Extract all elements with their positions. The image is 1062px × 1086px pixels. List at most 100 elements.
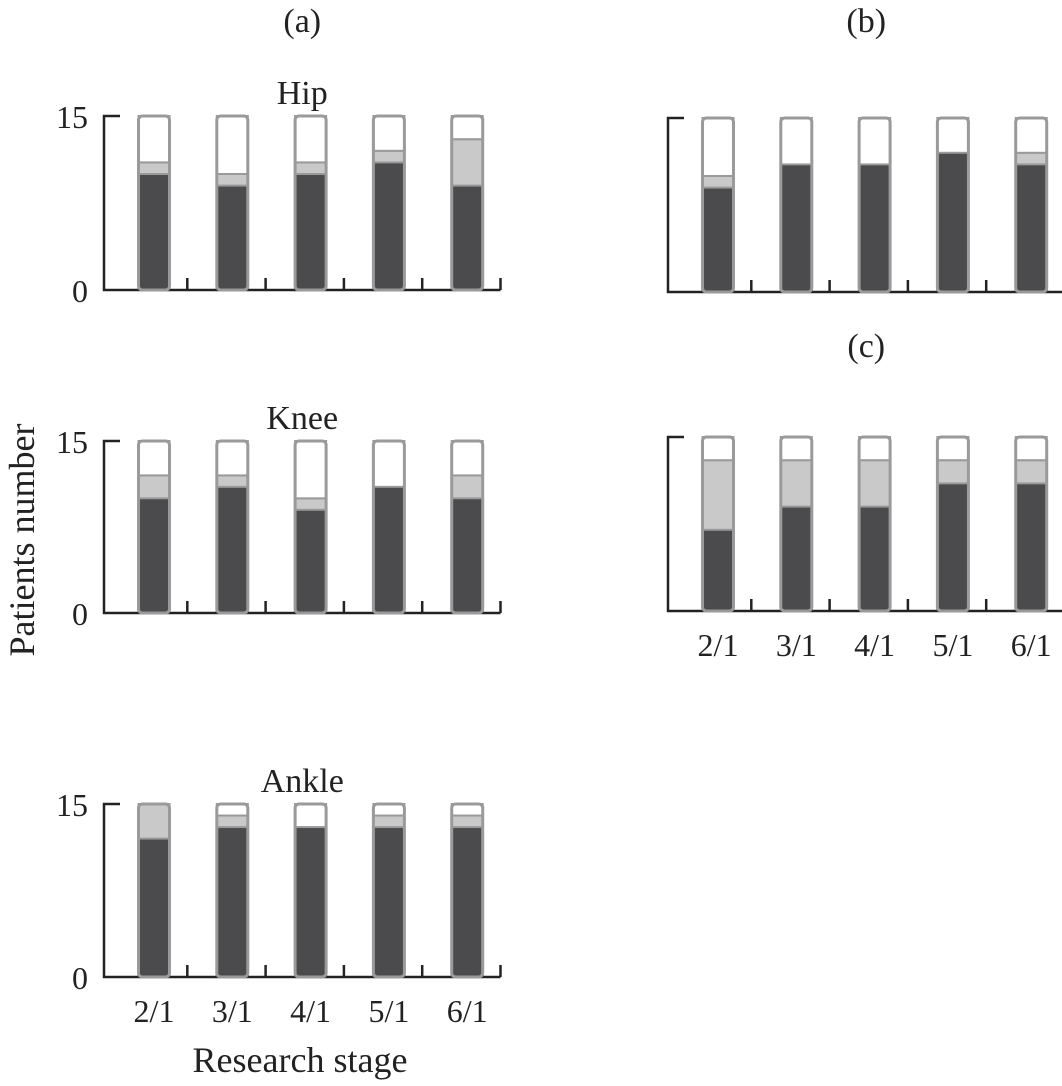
x-tick-label: 5/1 bbox=[932, 627, 973, 663]
bar-segment-dark bbox=[372, 485, 406, 614]
panel-label: (a) bbox=[283, 3, 321, 40]
bar-segment-white bbox=[858, 436, 892, 462]
bar-outline bbox=[293, 114, 328, 292]
bar-segment-dark bbox=[294, 173, 328, 291]
x-tick-label: 3/1 bbox=[212, 993, 253, 1029]
bar-segment-white bbox=[215, 115, 249, 175]
bar-segment-white bbox=[450, 115, 484, 141]
bar-outline bbox=[450, 802, 485, 979]
bar-outline bbox=[371, 802, 406, 979]
y-tick-label: 0 bbox=[72, 596, 88, 632]
bar-segment-white bbox=[1014, 436, 1048, 462]
bar-segment-gray bbox=[858, 459, 892, 508]
y-tick-label: 15 bbox=[56, 424, 88, 460]
bar-segment-dark bbox=[858, 163, 892, 293]
bar-outline bbox=[450, 439, 485, 615]
bar-segment-gray bbox=[215, 474, 249, 488]
bar-segment-dark bbox=[936, 151, 970, 293]
bar-segment-gray bbox=[701, 175, 735, 189]
bar-segment-white bbox=[858, 117, 892, 166]
y-tick-label: 0 bbox=[72, 273, 88, 309]
bar-segment-white bbox=[450, 803, 484, 817]
bar-segment-gray bbox=[215, 173, 249, 187]
bar-outline bbox=[935, 435, 970, 613]
bar-outline bbox=[1014, 435, 1049, 613]
bar-segment-white bbox=[779, 436, 813, 462]
bar-segment-gray bbox=[137, 161, 171, 175]
bar-outline bbox=[371, 114, 406, 292]
bar-segment-gray bbox=[450, 814, 484, 829]
bar-segment-white bbox=[372, 440, 406, 488]
bar-segment-dark bbox=[779, 163, 813, 293]
bar-segment-gray bbox=[137, 803, 171, 840]
bar-outline bbox=[215, 802, 250, 979]
bar-outline bbox=[215, 114, 250, 292]
bar-outline bbox=[293, 802, 328, 979]
bar-outline bbox=[137, 439, 171, 615]
x-tick-label: 4/1 bbox=[290, 993, 331, 1029]
bar-outline bbox=[701, 435, 735, 613]
bar-segment-white bbox=[779, 117, 813, 166]
bar-segment-white bbox=[294, 803, 328, 829]
bar-outline bbox=[450, 114, 485, 292]
bar-segment-white bbox=[372, 115, 406, 152]
panel-label: (c) bbox=[847, 328, 885, 365]
bar-segment-dark bbox=[215, 826, 249, 978]
x-tick-label: 2/1 bbox=[134, 993, 175, 1029]
bar-segment-white bbox=[294, 115, 328, 164]
bar-segment-dark bbox=[1014, 482, 1048, 612]
x-tick-label: 2/1 bbox=[698, 627, 739, 663]
bar-segment-white bbox=[450, 440, 484, 477]
bar-outline bbox=[293, 439, 328, 615]
bar-segment-gray bbox=[701, 459, 735, 531]
bar-segment-white bbox=[137, 115, 171, 164]
bar-segment-dark bbox=[215, 184, 249, 292]
bar-segment-gray bbox=[294, 161, 328, 175]
y-tick-label: 0 bbox=[72, 960, 88, 996]
bar-segment-white bbox=[294, 440, 328, 500]
bar-outline bbox=[857, 435, 892, 613]
y-tick-label: 15 bbox=[56, 99, 88, 135]
bar-segment-gray bbox=[779, 459, 813, 508]
bar-segment-white bbox=[215, 803, 249, 817]
bar-segment-gray bbox=[450, 138, 484, 187]
bar-outline bbox=[1014, 116, 1049, 294]
bar-segment-dark bbox=[450, 826, 484, 978]
x-tick-label: 6/1 bbox=[447, 993, 488, 1029]
bar-outline bbox=[857, 116, 892, 294]
bar-segment-dark bbox=[779, 505, 813, 613]
x-tick-label: 4/1 bbox=[854, 627, 895, 663]
bar-segment-gray bbox=[936, 459, 970, 485]
panel-title: Ankle bbox=[261, 763, 344, 800]
bar-outline bbox=[371, 439, 406, 615]
bar-segment-white bbox=[701, 117, 735, 177]
bar-segment-dark bbox=[858, 505, 892, 613]
x-tick-label: 6/1 bbox=[1011, 627, 1052, 663]
bar-segment-gray bbox=[450, 474, 484, 500]
bar-segment-dark bbox=[1014, 163, 1048, 293]
panel-title: Hip bbox=[277, 75, 328, 112]
bar-segment-dark bbox=[215, 485, 249, 614]
bar-segment-dark bbox=[372, 161, 406, 291]
bar-segment-gray bbox=[1014, 151, 1048, 166]
bar-segment-dark bbox=[294, 508, 328, 614]
bar-segment-gray bbox=[294, 497, 328, 511]
bar-segment-dark bbox=[936, 482, 970, 612]
bar-outline bbox=[779, 116, 814, 294]
bar-segment-dark bbox=[137, 837, 171, 978]
bar-outline bbox=[779, 435, 814, 613]
bar-segment-white bbox=[215, 440, 249, 477]
bar-outline bbox=[137, 114, 171, 292]
x-tick-label: 3/1 bbox=[776, 627, 817, 663]
bar-segment-dark bbox=[450, 184, 484, 292]
bar-segment-white bbox=[372, 803, 406, 817]
bar-segment-white bbox=[137, 440, 171, 477]
bar-segment-dark bbox=[701, 528, 735, 612]
bar-segment-gray bbox=[1014, 459, 1048, 485]
bar-outline bbox=[935, 116, 970, 294]
panel-title: Knee bbox=[266, 400, 338, 437]
bar-segment-dark bbox=[450, 497, 484, 615]
bar-segment-white bbox=[936, 436, 970, 462]
bar-segment-gray bbox=[215, 814, 249, 829]
